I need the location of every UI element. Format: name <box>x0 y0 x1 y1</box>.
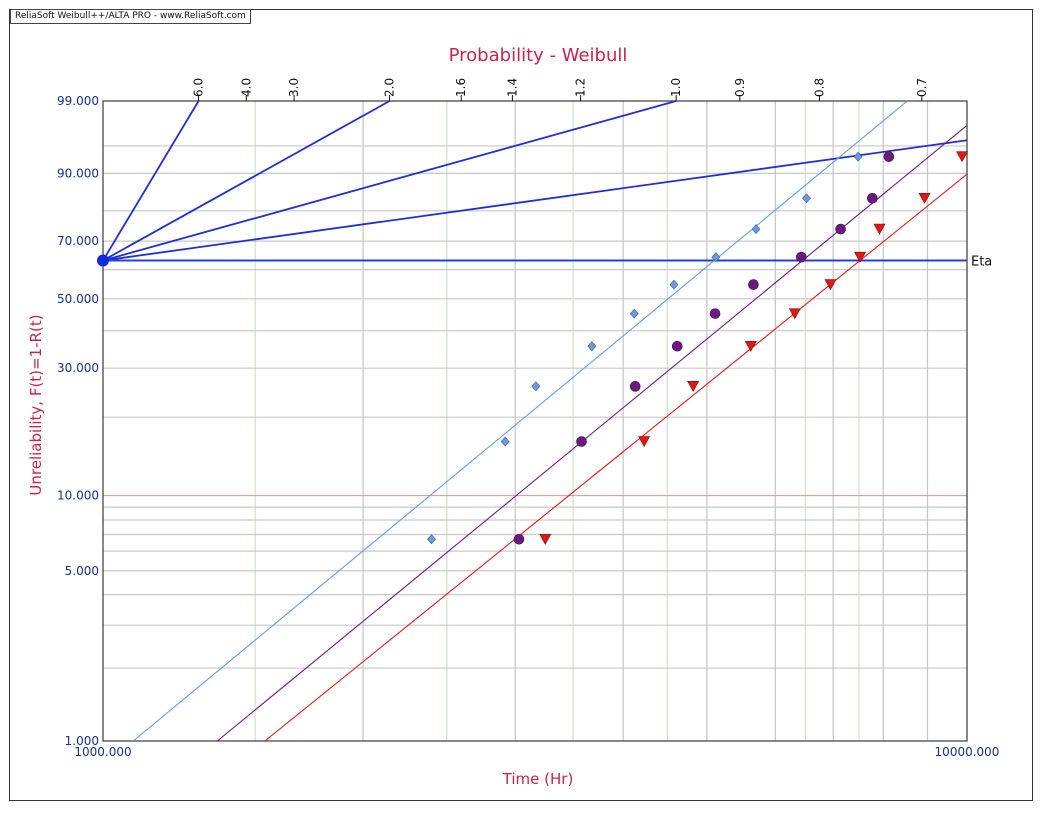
eta-label: Eta <box>971 255 992 270</box>
data-point-diamond <box>629 308 639 319</box>
beta-line <box>102 100 677 262</box>
beta-origin-point <box>97 254 109 267</box>
data-point-triangle <box>638 436 651 448</box>
fit-line <box>216 124 967 741</box>
data-point-triangle <box>687 381 700 392</box>
fit-line <box>264 173 967 741</box>
data-point-circle <box>795 251 807 263</box>
plot-border <box>102 100 968 742</box>
data-point-triangle <box>918 193 931 204</box>
beta-tick-label: 0.9 <box>733 78 747 97</box>
data-point-diamond <box>802 193 811 204</box>
chart-title: Probability - Weibull <box>449 45 628 66</box>
plot-area-border <box>102 100 968 742</box>
chart-window <box>9 9 1033 801</box>
data-point-circle <box>867 193 878 204</box>
fit-lines-layer <box>132 101 967 741</box>
y-tick-label: 90.000 <box>57 166 99 180</box>
data-point-circle <box>576 436 587 447</box>
x-axis-label: Time (Hr) <box>502 770 574 788</box>
data-point-triangle <box>824 279 837 291</box>
data-point-diamond <box>853 151 863 162</box>
data-point-circle <box>629 381 641 392</box>
beta-tick-label: 0.7 <box>915 78 929 97</box>
y-tick-label: 50.000 <box>57 292 99 306</box>
data-point-circle <box>748 279 759 290</box>
data-point-circle <box>513 533 525 545</box>
beta-tick-label: 1.0 <box>669 78 683 97</box>
beta-scale-layer: 6.0 4.0 3.0 2.0 1.6 1.4 1.2 1.0 0.9 0.8 0.7 Eta <box>97 78 992 270</box>
y-tick-label: 99.000 <box>57 94 99 108</box>
beta-tick-label: 1.4 <box>505 78 519 97</box>
data-point-circle <box>883 151 895 162</box>
beta-line <box>102 139 968 262</box>
tick-labels-layer: 1.000 5.000 10.000 30.000 50.000 70.000 90.000… <box>57 94 999 759</box>
beta-tick-label: 2.0 <box>383 78 397 97</box>
y-tick-label: 30.000 <box>57 361 99 375</box>
beta-line <box>102 100 200 262</box>
beta-tick-label: 3.0 <box>287 78 301 97</box>
data-point-circle <box>709 308 721 319</box>
data-point-diamond <box>711 252 721 263</box>
grid-layer <box>103 101 967 741</box>
data-point-triangle <box>873 223 886 235</box>
data-point-triangle <box>788 308 801 320</box>
fit-line <box>132 101 908 741</box>
data-point-diamond <box>500 436 510 447</box>
beta-tick-label: 6.0 <box>192 78 206 97</box>
x-tick-label: 10000.000 <box>935 745 1000 759</box>
y-axis-label: Unreliability, F(t)=1-R(t) <box>27 314 45 495</box>
beta-tick-label: 1.2 <box>574 78 588 97</box>
beta-tick-label: 4.0 <box>239 78 253 97</box>
y-tick-label: 1.000 <box>65 734 99 748</box>
data-point-diamond <box>587 341 597 352</box>
window-title: ReliaSoft Weibull++/ALTA PRO - www.Relia… <box>10 9 251 24</box>
data-point-diamond <box>751 224 761 235</box>
data-point-circle <box>671 340 683 352</box>
x-tick-label: 1000.000 <box>74 745 131 759</box>
beta-tick-label: 1.6 <box>454 78 468 97</box>
beta-line <box>102 100 391 262</box>
beta-tick-label: 0.8 <box>812 78 826 97</box>
y-tick-label: 10.000 <box>57 489 99 503</box>
data-point-diamond <box>531 381 541 392</box>
y-tick-label: 70.000 <box>57 234 99 248</box>
data-point-diamond <box>669 279 679 290</box>
data-point-diamond <box>427 534 436 545</box>
data-point-triangle <box>539 533 552 545</box>
data-point-triangle <box>956 151 969 163</box>
y-tick-label: 5.000 <box>65 564 99 578</box>
data-point-circle <box>835 223 846 235</box>
data-point-triangle <box>854 251 867 263</box>
data-point-triangle <box>744 340 757 352</box>
data-points-layer <box>427 151 969 545</box>
